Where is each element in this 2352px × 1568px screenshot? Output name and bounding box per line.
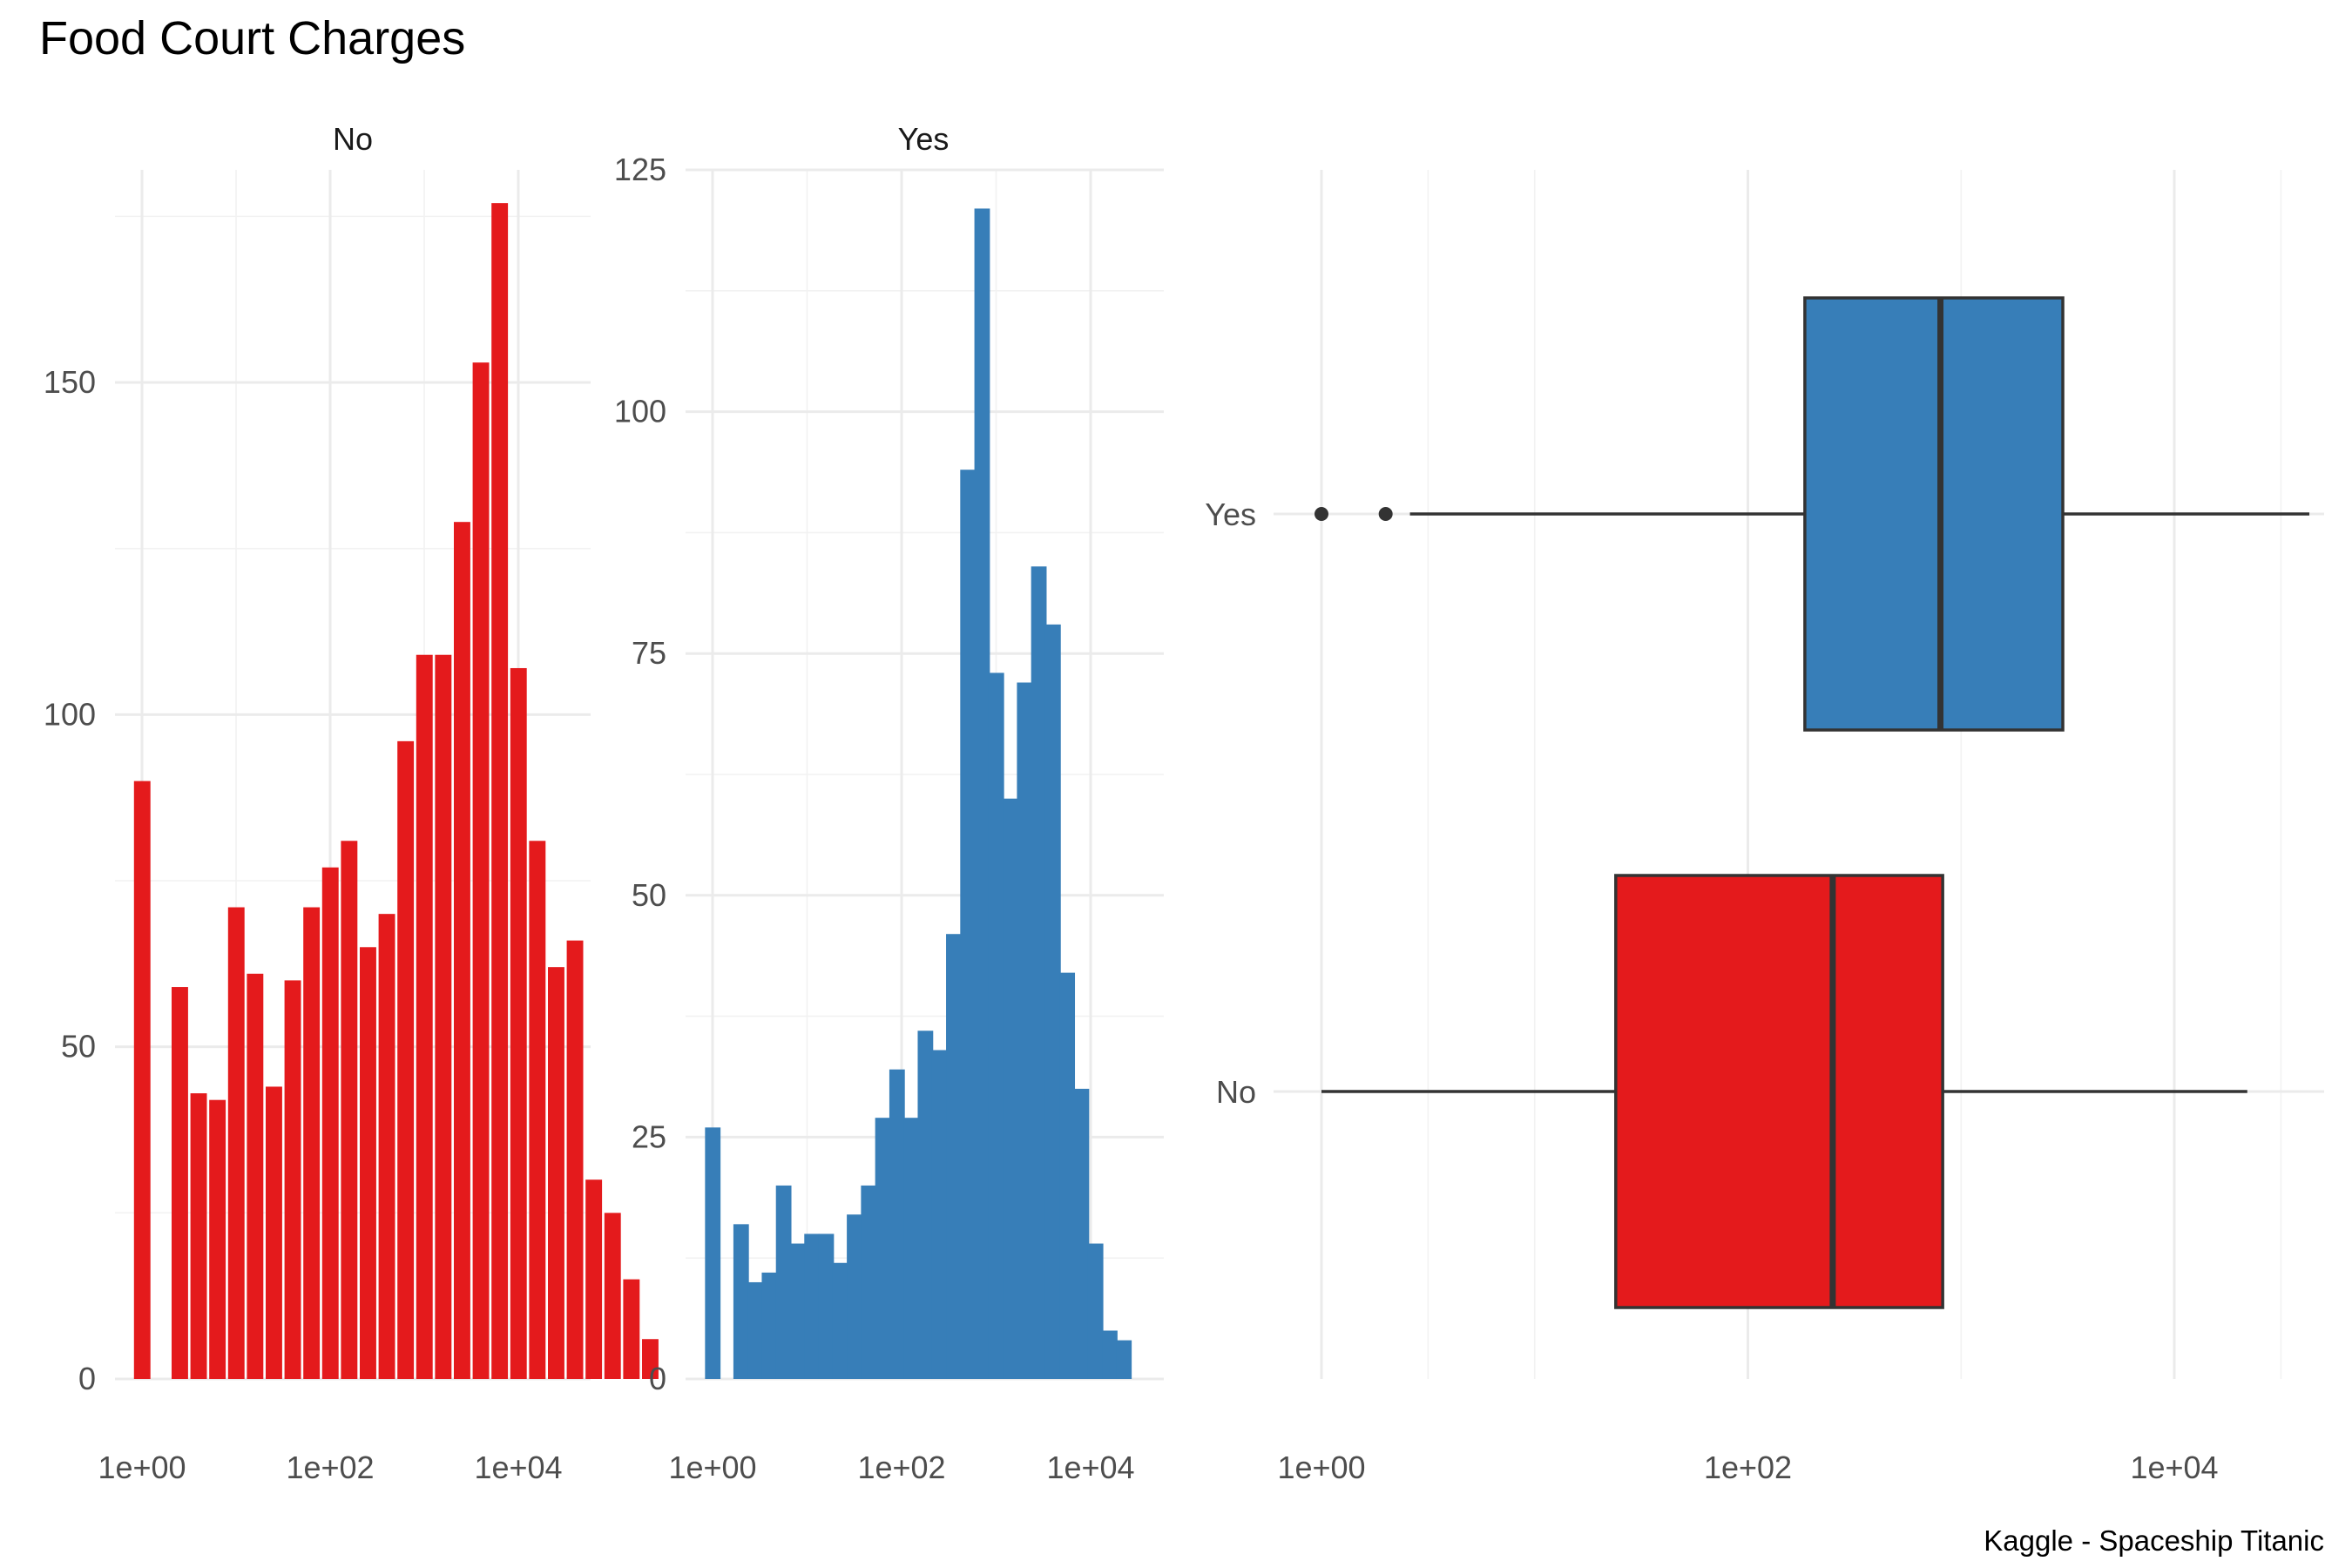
histogram-yes-y-ticks: 0 25 50 75 100 125 xyxy=(614,152,666,1396)
box-yes xyxy=(1803,296,2065,732)
y-tick-label: 75 xyxy=(632,635,666,671)
histogram-bar xyxy=(209,1099,226,1379)
histogram-bar xyxy=(1073,1088,1090,1379)
histogram-bar xyxy=(804,1233,821,1379)
y-tick-label: 25 xyxy=(632,1119,666,1154)
x-tick-label: 1e+02 xyxy=(286,1450,374,1485)
histogram-bar xyxy=(642,1339,659,1379)
outlier-point xyxy=(1315,507,1328,521)
histogram-bar xyxy=(510,667,527,1379)
boxplot-y-ticks: Yes No xyxy=(1205,497,1256,1110)
histogram-no-x-ticks: 1e+00 1e+02 1e+04 xyxy=(98,1450,562,1485)
histogram-bar xyxy=(818,1233,835,1379)
y-tick-label: 0 xyxy=(78,1361,96,1396)
histogram-bar xyxy=(227,907,245,1379)
histogram-bar xyxy=(1044,624,1061,1379)
histogram-bar xyxy=(1003,798,1018,1379)
histogram-bar xyxy=(903,1118,919,1379)
histogram-bar xyxy=(190,1093,207,1379)
histogram-yes-x-ticks: 1e+00 1e+02 1e+04 xyxy=(668,1450,1134,1485)
histogram-bar xyxy=(931,1050,948,1379)
y-tick-label: 150 xyxy=(44,364,96,400)
histogram-bar xyxy=(832,1262,848,1379)
boxplot-x-ticks: 1e+00 1e+02 1e+04 xyxy=(1277,1450,2218,1485)
x-tick-label: 1e+00 xyxy=(668,1450,756,1485)
facet-strip-yes: Yes xyxy=(898,121,950,157)
histogram-bar xyxy=(1031,566,1047,1379)
y-tick-label: 50 xyxy=(61,1029,96,1064)
histogram-bar xyxy=(284,980,301,1379)
histogram-bar xyxy=(303,907,321,1379)
outlier-point xyxy=(1378,507,1393,521)
histogram-panel-no: No 0 50 100 150 1e+00 1e+02 1e+04 xyxy=(44,121,659,1485)
boxplot-marks xyxy=(1315,296,2310,1309)
facet-strip-no: No xyxy=(333,121,373,157)
histogram-bar xyxy=(917,1031,934,1379)
histogram-bar xyxy=(491,203,509,1380)
histogram-bar xyxy=(341,841,358,1379)
histogram-bar xyxy=(623,1279,640,1379)
histogram-bar xyxy=(790,1243,806,1379)
histogram-bar xyxy=(172,987,188,1379)
chart-caption: Kaggle - Spaceship Titanic xyxy=(1984,1524,2324,1557)
x-tick-label: 1e+04 xyxy=(2130,1450,2218,1485)
histogram-bar xyxy=(761,1272,778,1379)
y-tick-label: 125 xyxy=(614,152,666,187)
histogram-bar xyxy=(416,654,433,1379)
histogram-bar xyxy=(472,362,490,1380)
histogram-bar xyxy=(747,1281,763,1379)
histogram-bar xyxy=(397,740,415,1379)
chart-title: Food Court Charges xyxy=(39,12,465,64)
histogram-bar xyxy=(847,1214,862,1379)
histogram-bar xyxy=(133,781,151,1379)
histogram-bar xyxy=(705,1127,721,1379)
x-tick-label: 1e+04 xyxy=(1046,1450,1134,1485)
histogram-bar xyxy=(946,934,962,1379)
histogram-bar xyxy=(435,654,452,1379)
y-tick-label-yes: Yes xyxy=(1205,497,1256,532)
histogram-bar xyxy=(733,1224,749,1379)
histogram-bar xyxy=(454,522,470,1379)
y-tick-label: 0 xyxy=(649,1361,666,1396)
histogram-bar xyxy=(1017,682,1033,1379)
y-tick-label-no: No xyxy=(1216,1074,1256,1110)
box-no xyxy=(1614,874,1944,1309)
y-tick-label: 100 xyxy=(44,696,96,732)
histogram-bar xyxy=(988,672,1004,1379)
histogram-bar xyxy=(889,1069,905,1379)
histogram-bar xyxy=(604,1213,621,1379)
y-tick-label: 100 xyxy=(614,394,666,429)
histogram-bar xyxy=(974,208,990,1379)
histogram-yes-bars xyxy=(705,208,1132,1379)
histogram-panel-yes: Yes 0 25 50 75 100 125 1e+00 1e+02 1e+04 xyxy=(614,121,1164,1485)
histogram-bar xyxy=(566,940,584,1379)
histogram-bar xyxy=(360,947,376,1379)
x-tick-label: 1e+02 xyxy=(1704,1450,1792,1485)
histogram-bar xyxy=(529,841,546,1379)
histogram-bar xyxy=(247,973,264,1379)
x-tick-label: 1e+00 xyxy=(98,1450,186,1485)
histogram-bar xyxy=(861,1185,877,1379)
histogram-bar xyxy=(1059,972,1076,1379)
histogram-bar xyxy=(266,1086,282,1379)
histogram-bar xyxy=(548,967,564,1379)
histogram-bar xyxy=(775,1185,792,1379)
histogram-bar xyxy=(1087,1243,1104,1379)
histogram-bar xyxy=(321,867,339,1379)
histogram-no-y-ticks: 0 50 100 150 xyxy=(44,364,96,1396)
x-tick-label: 1e+02 xyxy=(857,1450,945,1485)
histogram-bar xyxy=(1102,1330,1118,1379)
x-tick-label: 1e+04 xyxy=(474,1450,562,1485)
histogram-bar xyxy=(875,1118,891,1379)
histogram-bar xyxy=(960,470,977,1379)
histogram-bar xyxy=(1116,1340,1132,1379)
boxplot-panel: Yes No 1e+00 1e+02 1e+04 xyxy=(1205,170,2324,1485)
x-tick-label: 1e+00 xyxy=(1277,1450,1365,1485)
histogram-no-bars xyxy=(133,203,659,1380)
histogram-bar xyxy=(378,914,395,1379)
y-tick-label: 50 xyxy=(632,877,666,913)
histogram-bar xyxy=(585,1179,603,1379)
